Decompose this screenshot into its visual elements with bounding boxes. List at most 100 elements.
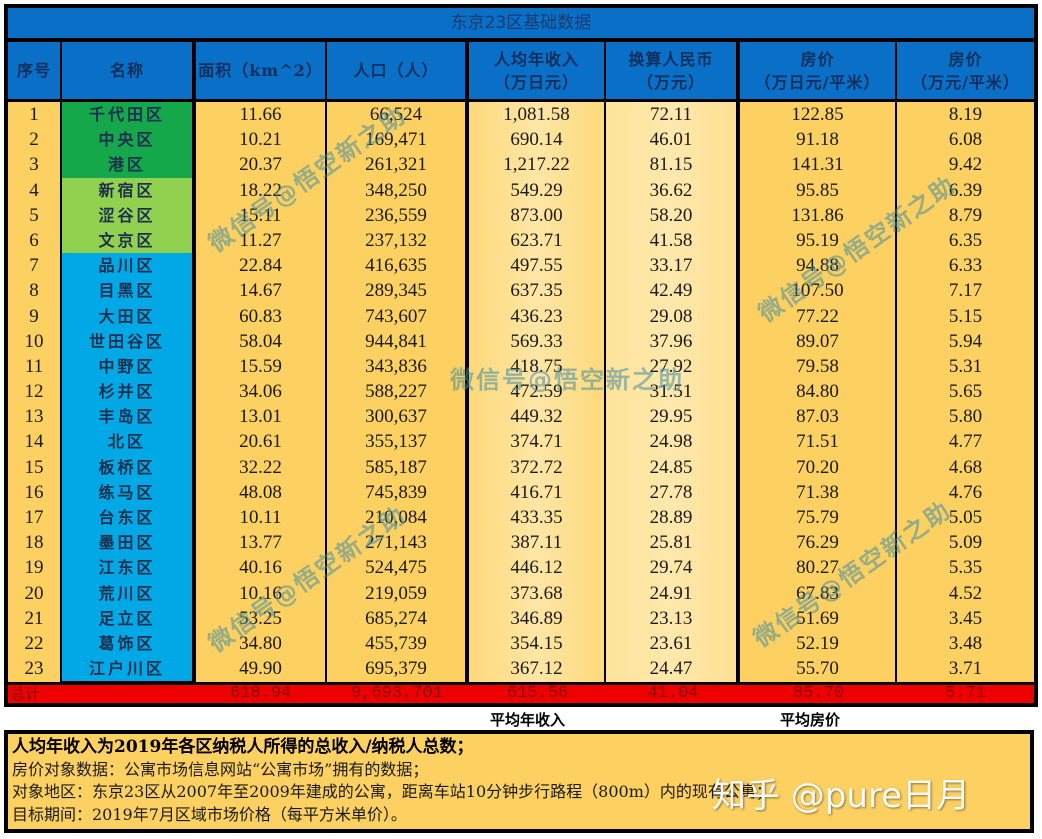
row-rmb: 58.20 (649, 204, 693, 226)
column-income: 1,081.58 690.14 1,217.22 549.29 873.00 623.71… (469, 102, 604, 682)
row-price-jpy: 94.88 (796, 255, 839, 277)
row-population: 745,839 (365, 481, 427, 503)
row-population: 219,059 (365, 582, 427, 604)
row-name: 港区 (62, 152, 192, 178)
row-population: 343,836 (365, 355, 427, 377)
header-name: 名称 (62, 42, 192, 99)
row-seq: 6 (29, 229, 39, 251)
header-price-jpy-line1: 房价 (800, 49, 835, 69)
row-name: 中央区 (62, 127, 192, 153)
row-name: 文京区 (62, 227, 192, 254)
row-income: 416.71 (510, 481, 563, 503)
row-seq: 15 (24, 456, 44, 478)
row-price-jpy: 107.50 (791, 280, 844, 302)
row-area: 15.59 (239, 355, 282, 377)
row-area: 60.83 (239, 305, 282, 327)
row-price-jpy: 95.19 (796, 229, 839, 251)
header-rmb-line1: 换算人民币 (628, 49, 714, 69)
row-name: 墨田区 (62, 530, 192, 556)
row-seq: 16 (24, 481, 44, 503)
row-area: 20.37 (239, 154, 282, 176)
header-name-label: 名称 (109, 61, 144, 80)
row-area: 20.61 (239, 431, 282, 453)
row-seq: 10 (24, 330, 44, 352)
row-income: 374.71 (510, 431, 563, 453)
row-name: 新宿区 (62, 177, 192, 203)
row-rmb: 23.61 (649, 632, 693, 654)
row-income: 346.89 (510, 607, 563, 629)
row-seq: 13 (24, 406, 44, 428)
row-area: 11.27 (239, 229, 282, 251)
row-price-jpy: 80.27 (796, 557, 839, 579)
row-price-jpy: 89.07 (796, 330, 839, 352)
row-population: 524,475 (365, 557, 427, 579)
row-price-jpy: 95.85 (796, 179, 839, 201)
row-income: 367.12 (510, 658, 563, 680)
total-label: 总计 (8, 685, 62, 703)
row-price-rmb: 8.79 (948, 204, 983, 226)
row-income: 569.33 (510, 330, 563, 352)
row-rmb: 27.78 (649, 481, 693, 503)
row-population: 416,635 (365, 255, 427, 277)
row-name: 丰岛区 (62, 404, 192, 430)
notes-box: 人均年收入为2019年各区纳税人所得的总收入/纳税人总数； 房价对象数据：公寓市… (4, 730, 1034, 833)
row-area: 32.22 (239, 456, 282, 478)
row-income: 549.29 (510, 179, 563, 201)
row-rmb: 41.58 (649, 229, 693, 251)
row-seq: 12 (24, 381, 44, 403)
row-price-jpy: 122.85 (791, 104, 844, 125)
row-seq: 18 (24, 532, 44, 554)
row-price-jpy: 84.80 (796, 381, 839, 403)
notes-content: 人均年收入为2019年各区纳税人所得的总收入/纳税人总数； 房价对象数据：公寓市… (8, 734, 1030, 829)
row-rmb: 24.85 (649, 456, 693, 478)
row-price-rmb: 5.65 (948, 381, 983, 403)
row-area: 34.06 (239, 381, 282, 403)
header-income-line1: 人均年收入 (493, 49, 579, 69)
row-price-rmb: 5.80 (948, 406, 983, 428)
row-area: 13.77 (239, 532, 282, 554)
row-population: 348,250 (365, 179, 427, 201)
row-population: 355,137 (365, 431, 427, 453)
row-area: 15.11 (239, 204, 282, 226)
row-population: 455,739 (365, 632, 427, 654)
row-seq: 5 (29, 204, 39, 226)
row-rmb: 25.81 (649, 532, 693, 554)
note-line-target-area: 对象地区：东京23区从2007年至2009年建成的公寓，距离车站10分钟步行路程… (12, 782, 772, 801)
total-name-spacer (60, 685, 196, 703)
row-income: 436.23 (510, 305, 563, 327)
row-seq: 4 (29, 179, 39, 201)
row-population: 210,084 (365, 507, 427, 528)
row-price-rmb: 5.94 (948, 330, 983, 352)
row-seq: 19 (24, 557, 44, 579)
header-population-label: 人口（人） (353, 61, 439, 80)
column-seq: 1 2 3 4 5 6 7 8 9 10 11 12 13 14 15 16 17 18 19 20 21 22 23 (8, 102, 60, 682)
row-name: 荒川区 (62, 580, 192, 606)
header-population: 人口（人） (327, 42, 465, 99)
row-name: 涩谷区 (62, 202, 192, 228)
header-rmb-line2: （万元） (636, 72, 705, 92)
row-name: 千代田区 (62, 102, 192, 128)
header-seq: 序号 (8, 42, 60, 99)
row-area: 14.67 (239, 280, 282, 302)
row-rmb: 72.11 (649, 104, 693, 125)
row-seq: 21 (24, 607, 44, 629)
row-income: 472.59 (510, 381, 563, 403)
avg-price-label: 平均房价 (780, 711, 841, 729)
row-population: 743,607 (365, 305, 427, 327)
row-name: 足立区 (62, 605, 192, 631)
total-price-rmb: 5.71 (897, 685, 1034, 703)
row-area: 11.66 (239, 104, 282, 125)
row-area: 10.11 (239, 507, 282, 528)
row-name: 江东区 (62, 555, 192, 581)
header-price-jpy-line2: （万日元/平米） (754, 72, 881, 92)
row-population: 169,471 (365, 129, 427, 151)
header-price-rmb-line1: 房价 (948, 49, 983, 69)
row-population: 585,187 (365, 456, 427, 478)
row-population: 236,559 (365, 204, 427, 226)
row-area: 13.01 (239, 406, 282, 428)
row-income: 623.71 (510, 229, 563, 251)
row-population: 271,143 (365, 532, 427, 554)
row-area: 49.90 (239, 658, 282, 680)
row-name: 练马区 (62, 479, 192, 505)
row-price-jpy: 77.22 (796, 305, 839, 327)
